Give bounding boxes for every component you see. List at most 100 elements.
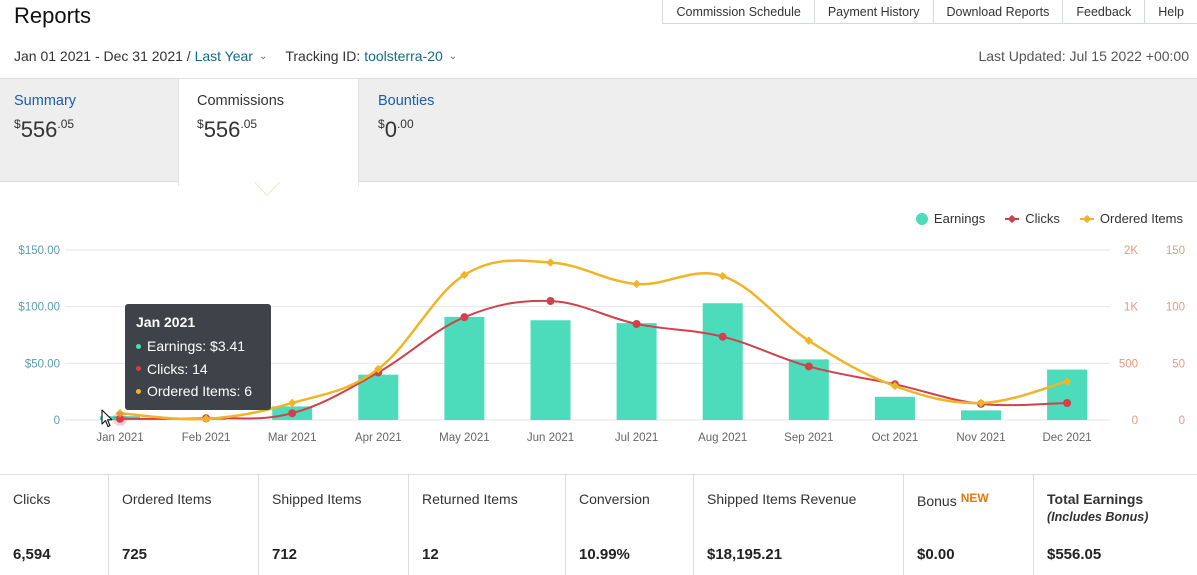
clicks-point (1063, 399, 1072, 407)
summary-amount: $556.05 (14, 117, 75, 142)
stat-value: $0.00 (917, 546, 955, 563)
stat-sublabel: (Includes Bonus) (1047, 510, 1149, 524)
y-left-tick-label: $150.00 (18, 245, 60, 257)
stat-label: Shipped Items Revenue (707, 491, 857, 507)
filter-row: Jan 01 2021 - Dec 31 2021 / Last Year ⌄ … (14, 48, 475, 64)
tab-bounties[interactable]: Bounties $0.00 (364, 79, 544, 183)
y-right-clicks-tick-label: 500 (1119, 358, 1138, 370)
active-tab-caret (255, 182, 279, 195)
mouse-pointer-icon (101, 409, 113, 428)
legend-clicks-label: Clicks (1025, 211, 1060, 226)
earnings-bar (961, 410, 1001, 420)
y-right-clicks-tick-label: 2K (1124, 245, 1138, 257)
bounties-amount: $0.00 (378, 117, 414, 142)
date-range: Jan 01 2021 - Dec 31 2021 / (14, 48, 191, 64)
ordered-items-line (119, 259, 1068, 421)
commission-schedule-tab[interactable]: Commission Schedule (662, 0, 814, 24)
page-title: Reports (14, 3, 92, 28)
chevron-down-icon[interactable]: ⌄ (448, 50, 458, 62)
top-nav: Commission Schedule Payment History Down… (662, 0, 1197, 24)
stat-total-earnings: Total Earnings (Includes Bonus) $556.05 (1034, 475, 1197, 575)
y-right-items-tick-label: 0 (1179, 415, 1185, 427)
x-tick-label: Jun 2021 (527, 432, 574, 444)
bounties-label: Bounties (378, 93, 435, 109)
legend-ordered-items[interactable]: Ordered Items (1079, 211, 1183, 226)
ordered-items-point (287, 398, 297, 408)
x-tick-label: Sep 2021 (784, 432, 833, 444)
clicks-marker-icon (1005, 214, 1020, 224)
y-right-items-tick-label: 50 (1172, 358, 1185, 370)
stat-label: Clicks (13, 491, 51, 507)
earnings-bar (702, 303, 743, 420)
earnings-bar (358, 374, 399, 420)
ordered-marker-icon (1079, 214, 1094, 224)
stat-value: 10.99% (579, 546, 630, 563)
y-left-tick-label: $50.00 (25, 358, 60, 370)
stat-label: Returned Items (422, 491, 518, 507)
y-right-clicks-tick-label: 1K (1124, 302, 1138, 314)
stat-value: 6,594 (13, 546, 51, 563)
x-tick-label: Jul 2021 (615, 432, 658, 444)
stat-value: $18,195.21 (707, 546, 783, 563)
tooltip-ordered: Ordered Items: 6 (147, 383, 253, 399)
x-tick-label: Feb 2021 (182, 432, 231, 444)
feedback-tab[interactable]: Feedback (1062, 0, 1145, 24)
tab-summary[interactable]: Summary $556.05 (0, 79, 178, 183)
legend-earnings-label: Earnings (933, 211, 986, 226)
ordered-items-point (632, 279, 641, 289)
earnings-bar (1047, 369, 1088, 420)
clicks-point (718, 332, 727, 341)
help-tab[interactable]: Help (1144, 0, 1197, 24)
chevron-down-icon[interactable]: ⌄ (258, 50, 268, 62)
ordered-items-point (374, 364, 383, 374)
commissions-amount: $556.05 (197, 117, 258, 142)
download-reports-tab[interactable]: Download Reports (932, 0, 1063, 24)
tracking-id-dropdown[interactable]: toolsterra-20 (364, 48, 443, 64)
legend-earnings[interactable]: Earnings (915, 211, 986, 226)
payment-history-tab[interactable]: Payment History (813, 0, 933, 24)
ordered-items-point (890, 381, 900, 391)
ordered-dot-icon (136, 388, 141, 394)
ordered-items-point (976, 398, 986, 408)
x-tick-label: Dec 2021 (1042, 432, 1091, 444)
clicks-point (116, 414, 124, 423)
x-tick-label: Jan 2021 (96, 432, 143, 444)
legend-clicks[interactable]: Clicks (1005, 211, 1060, 226)
stat-label: Conversion (579, 491, 650, 507)
stat-label: Total Earnings (1047, 491, 1144, 507)
earnings-bar (874, 396, 915, 420)
stat-bonus: Bonus NEW $0.00 (904, 475, 1034, 575)
chart-legend: Earnings Clicks Ordered Items (915, 211, 1183, 226)
tooltip-clicks-row: Clicks: 14 (136, 358, 260, 381)
y-right-clicks-tick-label: 0 (1132, 415, 1138, 427)
stat-shipped-items-revenue: Shipped Items Revenue $18,195.21 (694, 475, 904, 575)
stat-returned-items: Returned Items 12 (409, 475, 566, 575)
tooltip-clicks: Clicks: 14 (147, 360, 208, 377)
ordered-items-point (718, 271, 727, 281)
tooltip-ordered-row: Ordered Items: 6 (136, 380, 260, 403)
x-tick-label: Nov 2021 (956, 432, 1005, 444)
last-updated: Last Updated: Jul 15 2022 +00:00 (978, 48, 1189, 64)
stat-value: $556.05 (1047, 546, 1102, 563)
stat-value: 725 (122, 546, 148, 563)
hover-halo (113, 411, 127, 426)
y-right-items-tick-label: 100 (1166, 302, 1185, 314)
tab-commissions[interactable]: Commissions $556.05 (178, 79, 359, 186)
period-dropdown[interactable]: Last Year (194, 48, 253, 64)
clicks-point (546, 297, 555, 305)
y-left-tick-label: 0 (54, 415, 60, 427)
x-tick-label: Aug 2021 (698, 432, 747, 444)
earnings-dot-icon (915, 212, 928, 225)
ordered-items-point (201, 414, 211, 424)
earnings-dot-icon (136, 343, 141, 349)
x-tick-label: May 2021 (439, 432, 490, 444)
commissions-label: Commissions (197, 93, 285, 109)
clicks-point (804, 362, 813, 371)
clicks-line (119, 299, 1068, 420)
x-tick-label: Mar 2021 (268, 432, 317, 444)
tooltip-earnings-row: Earnings: $3.41 (136, 335, 260, 358)
clicks-point (632, 319, 641, 328)
legend-ordered-label: Ordered Items (1099, 211, 1183, 226)
summary-label: Summary (14, 93, 77, 109)
stat-value: 712 (272, 546, 298, 563)
